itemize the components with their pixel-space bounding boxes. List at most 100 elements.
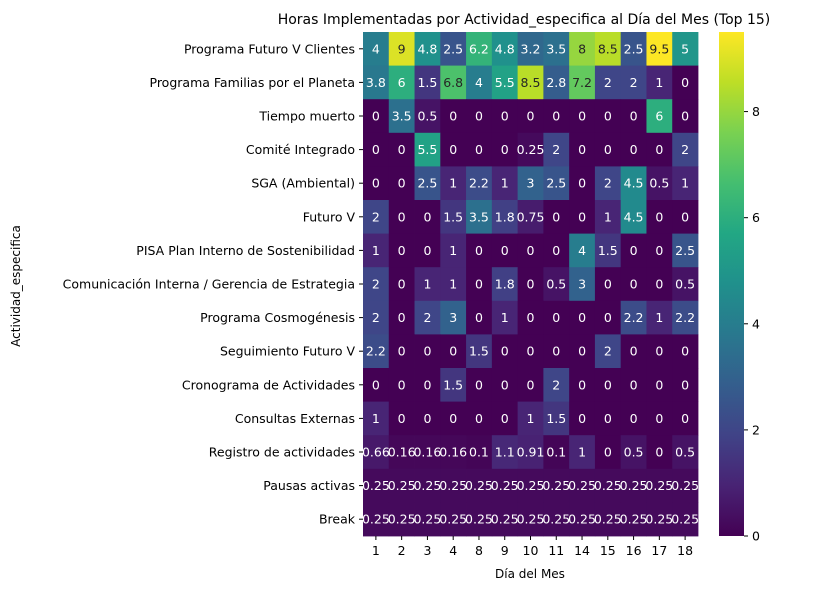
cell-value-label: 1 [578,445,586,460]
heatmap-cell [491,267,519,302]
cell-value-label: 0.25 [413,512,441,527]
heatmap-cell [543,267,570,302]
cell-value-label: 0.91 [517,445,545,460]
heatmap-cell [491,99,519,134]
heatmap-cell [569,132,596,167]
cell-value-label: 1.5 [417,75,437,90]
cell-value-label: 0 [398,243,406,258]
heatmap-cell [543,300,570,335]
y-tick-label: PISA Plan Interno de Sostenibilidad [136,243,355,258]
cell-value-label: 0.25 [388,512,416,527]
cell-value-label: 0.25 [517,478,545,493]
colorbar-tick-label: 8 [752,104,760,119]
heatmap-cell [646,401,673,436]
heatmap-cell [517,32,544,66]
cell-value-label: 0.25 [620,512,648,527]
heatmap-cell [646,32,673,66]
y-tick-label: Tiempo muerto [258,109,355,124]
heatmap-cell [517,132,544,167]
heatmap-cell [594,300,622,335]
heatmap-cell [491,368,519,402]
heatmap-cell [672,233,699,268]
heatmap-cell [517,99,544,134]
heatmap-cell [388,401,415,436]
heatmap-cell [491,200,519,234]
cell-value-label: 0 [630,344,638,359]
cell-value-label: 0 [655,142,663,157]
cell-value-label: 5.5 [417,142,437,157]
heatmap-cell [491,401,519,436]
cell-value-label: 0.5 [675,277,695,292]
heatmap-cell [363,32,390,66]
cell-value-label: 0.25 [413,478,441,493]
x-tick-label: 3 [423,543,431,558]
x-tick-label: 1 [372,543,380,558]
cell-value-label: 0.16 [439,445,467,460]
cell-value-label: 0 [475,411,483,426]
heatmap-cell [543,502,570,537]
heatmap-cell [388,99,415,134]
heatmap-cell [466,132,493,167]
heatmap-cell [569,300,596,335]
heatmap-cell [466,166,493,201]
cell-value-label: 0 [655,243,663,258]
heatmap-cell [569,99,596,134]
cell-value-label: 2 [552,142,560,157]
heatmap-cell [517,166,544,201]
x-tick-labels: 1 2 3 4 8 9 10 11 14 15 16 17 18 [372,536,693,558]
heatmap-cell [491,468,519,503]
cell-value-label: 1.8 [495,209,515,224]
cell-value-label: 0 [681,75,689,90]
cell-value-label: 0 [475,377,483,392]
heatmap-cell [466,200,493,234]
heatmap-cell [466,65,493,100]
cell-value-label: 0.25 [439,512,467,527]
heatmap-cell [620,267,647,302]
cell-value-label: 0 [423,344,431,359]
cell-value-label: 0.5 [417,109,437,124]
heatmap-cell [517,267,544,302]
cell-value-label: 2.8 [546,75,566,90]
heatmap-cell [414,132,441,167]
heatmap-cell [594,267,622,302]
cell-value-label: 0 [449,109,457,124]
heatmap-cell [363,166,390,201]
cell-value-label: 0.25 [620,478,648,493]
heatmap-cell [491,435,519,470]
colorbar-tick-label: 0 [752,529,760,544]
cell-value-label: 1 [372,243,380,258]
cell-value-label: 2.2 [624,310,644,325]
heatmap-cell [517,200,544,234]
colorbar: 0 2 4 6 8 [719,32,760,544]
cell-value-label: 2 [630,75,638,90]
heatmap-cell [440,267,467,302]
heatmap-cell [517,300,544,335]
heatmap-cell [440,32,467,66]
cell-value-label: 0 [604,445,612,460]
heatmap-cell [363,334,390,369]
heatmap-cell [672,32,699,66]
cell-value-label: 0 [423,411,431,426]
cell-value-label: 0.25 [491,478,519,493]
heatmap-cell [646,132,673,167]
heatmap-cell [543,32,570,66]
cell-value-label: 0 [604,109,612,124]
cell-value-label: 0.25 [594,512,622,527]
heatmap-cell [646,468,673,503]
cell-value-label: 0 [552,109,560,124]
heatmap-cell [620,99,647,134]
heatmap-cell [363,233,390,268]
cell-value-label: 2 [604,344,612,359]
heatmap-cell [491,65,519,100]
cell-value-label: 0.25 [671,478,699,493]
heatmap-cell [388,200,415,234]
heatmap-cell [594,200,622,234]
heatmap-cell [594,368,622,402]
heatmap-cell [620,132,647,167]
y-tick-label: Programa Futuro V Clientes [184,41,355,56]
cell-value-label: 2 [552,377,560,392]
cell-value-label: 0.66 [362,445,390,460]
heatmap-cell [388,32,415,66]
y-tick-label: Comité Integrado [246,142,355,157]
y-tick-label: SGA (Ambiental) [251,176,355,191]
